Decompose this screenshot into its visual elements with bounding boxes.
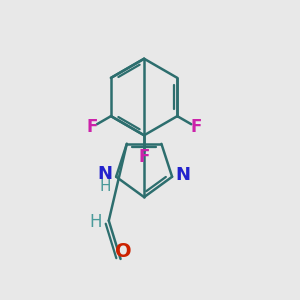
- Text: F: F: [191, 118, 202, 136]
- Text: N: N: [98, 165, 112, 183]
- Text: H: H: [99, 179, 111, 194]
- Text: O: O: [115, 242, 132, 261]
- Text: F: F: [86, 118, 98, 136]
- Text: N: N: [176, 166, 191, 184]
- Text: F: F: [138, 148, 150, 166]
- Text: H: H: [89, 213, 102, 231]
